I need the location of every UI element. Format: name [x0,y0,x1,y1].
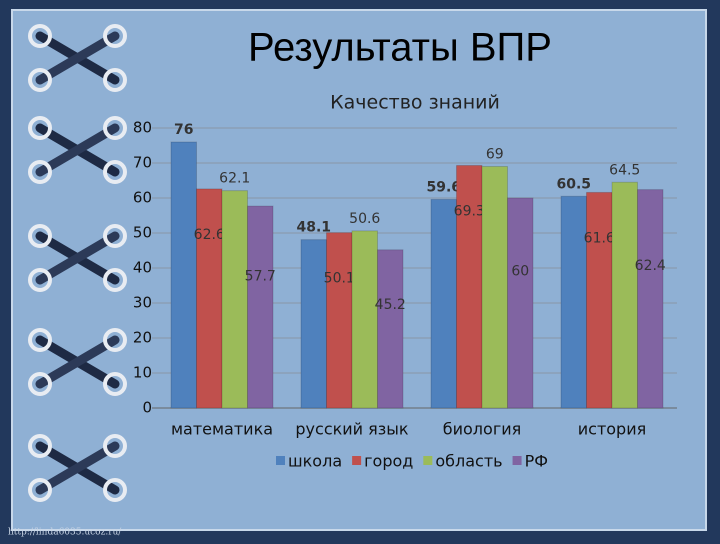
x-tick-label: биология [443,420,522,439]
eyelet [103,478,127,502]
legend-label: РФ [525,452,548,471]
x-tick-label: математика [171,420,273,439]
watermark: http://linda6035.ucoz.ru/ [8,528,122,538]
legend-label: город [364,452,413,471]
value-label: 60.5 [556,176,591,192]
y-tick-label: 0 [142,399,152,417]
bar [300,239,327,409]
bar [377,249,404,409]
eyelet [103,328,127,352]
bar [247,205,274,409]
value-label: 60 [511,264,529,280]
chart-title: Качество знаний [330,92,500,114]
legend-swatch [423,456,433,465]
legend-swatch [512,456,522,465]
bar [430,198,457,409]
bar [560,195,587,409]
value-label: 69 [486,147,504,163]
bar [481,166,508,409]
lace [35,441,120,495]
bar [170,141,197,409]
eyelet [28,372,52,396]
value-label: 45.2 [375,297,406,313]
eyelet [28,478,52,502]
eyelet [103,372,127,396]
eyelet [103,434,127,458]
y-tick-label: 70 [133,154,152,172]
value-label: 62.1 [219,171,250,187]
value-label: 62.6 [194,227,225,243]
eyelet [103,268,127,292]
value-label: 69.3 [454,203,485,219]
eyelet [28,68,52,92]
eyelet [28,116,52,140]
y-tick-label: 10 [133,364,152,382]
eyelet [103,224,127,248]
x-tick-label: русский язык [295,420,409,439]
bar [586,191,613,409]
bar [507,197,534,409]
bar [611,181,638,409]
y-tick-label: 30 [133,294,152,312]
eyelet [28,328,52,352]
eyelet [28,160,52,184]
value-label: 64.5 [609,162,640,178]
slide-title: Результаты ВПР [248,26,552,70]
y-tick-label: 40 [133,259,152,277]
eyelet [103,24,127,48]
lace [35,231,120,285]
legend-swatch [276,456,285,465]
y-tick-label: 60 [133,189,152,207]
laces [28,24,127,502]
y-tick-label: 20 [133,329,152,347]
y-tick-label: 80 [133,119,152,137]
value-label: 48.1 [296,220,331,236]
lace [35,335,120,389]
value-label: 50.1 [324,271,355,287]
lace [35,31,120,85]
legend-label: область [435,452,502,471]
bar [326,232,353,409]
eyelet [28,268,52,292]
bar [637,189,664,409]
bar [351,230,378,409]
eyelet [103,68,127,92]
y-tick-label: 50 [133,224,152,242]
eyelet [103,116,127,140]
legend-label: школа [288,452,342,471]
bar [196,188,223,409]
bar [456,164,483,409]
legend-swatch [352,456,362,465]
value-label: 76 [174,122,193,138]
value-label: 50.6 [349,211,380,227]
value-label: 57.7 [245,269,276,285]
eyelet [28,224,52,248]
lace [35,123,120,177]
bar [221,190,248,409]
value-label: 62.4 [635,258,666,274]
value-label: 61.6 [584,230,615,246]
eyelet [28,434,52,458]
value-label: 59.6 [426,179,461,195]
x-tick-label: история [578,420,646,439]
eyelet [103,160,127,184]
eyelet [28,24,52,48]
